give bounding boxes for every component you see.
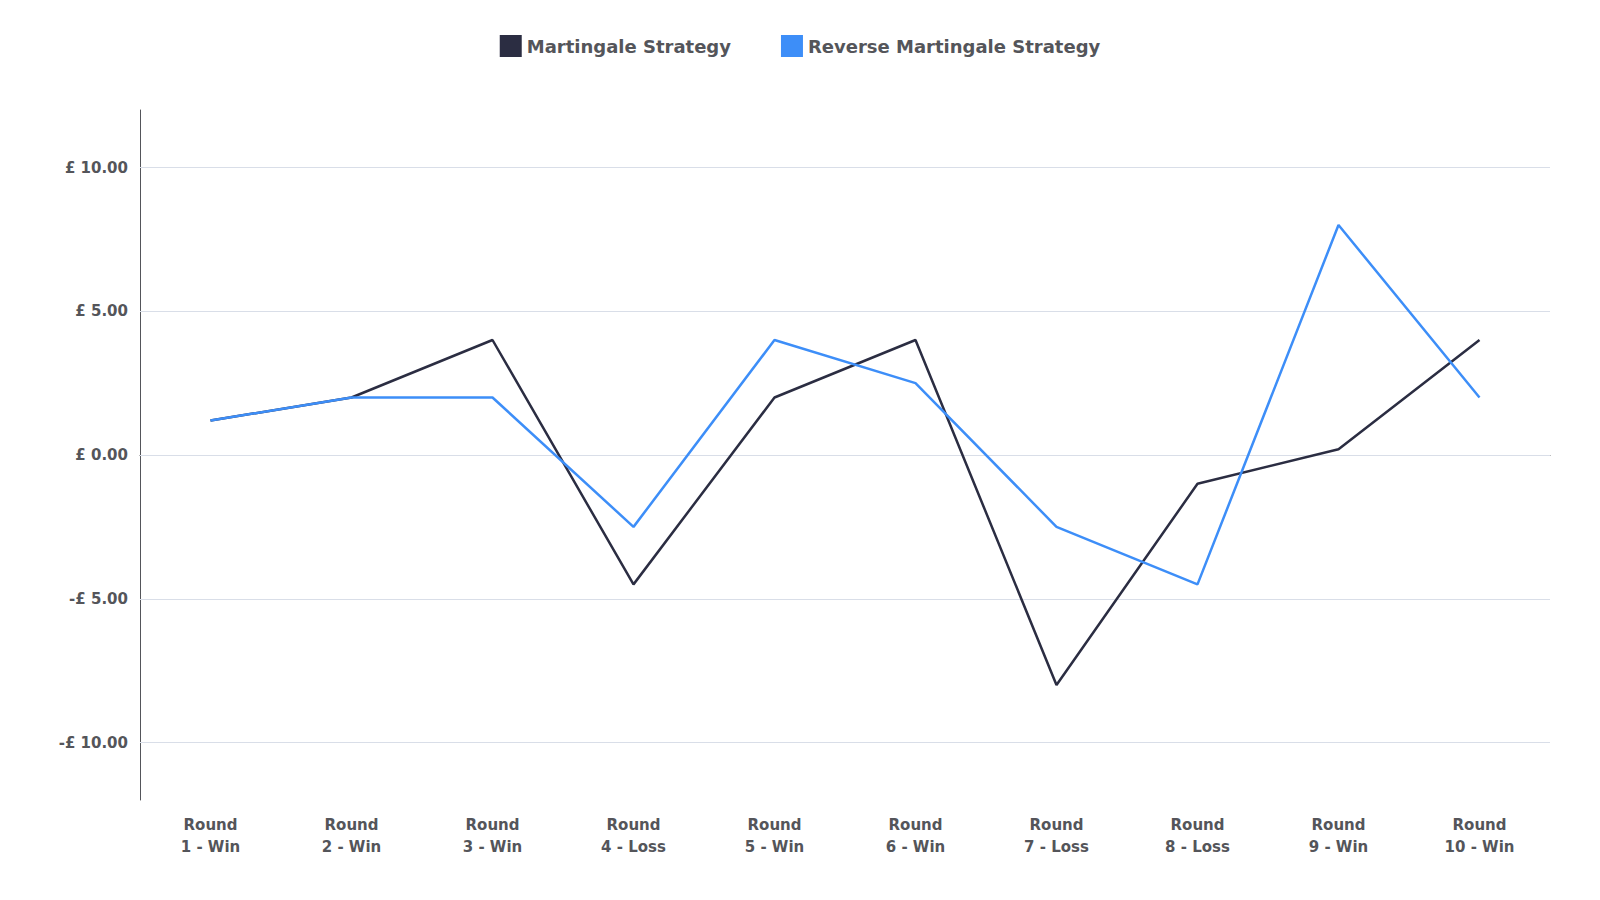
- svg-text:Round: Round: [466, 816, 520, 834]
- svg-text:Martingale Strategy: Martingale Strategy: [527, 36, 731, 57]
- svg-text:8 - Loss: 8 - Loss: [1165, 838, 1230, 856]
- svg-text:10 - Win: 10 - Win: [1445, 838, 1515, 856]
- svg-text:-£ 5.00: -£ 5.00: [69, 590, 128, 608]
- svg-text:Round: Round: [1312, 816, 1366, 834]
- svg-text:£ 10.00: £ 10.00: [65, 159, 128, 177]
- svg-text:2 - Win: 2 - Win: [322, 838, 381, 856]
- svg-text:-£ 10.00: -£ 10.00: [59, 734, 128, 752]
- svg-text:Reverse Martingale Strategy: Reverse Martingale Strategy: [808, 36, 1101, 57]
- svg-text:Round: Round: [325, 816, 379, 834]
- svg-text:9 - Win: 9 - Win: [1309, 838, 1368, 856]
- svg-text:Round: Round: [1171, 816, 1225, 834]
- svg-text:7 - Loss: 7 - Loss: [1024, 838, 1089, 856]
- svg-text:3 - Win: 3 - Win: [463, 838, 522, 856]
- svg-text:Round: Round: [889, 816, 943, 834]
- svg-text:Round: Round: [1453, 816, 1507, 834]
- svg-text:Round: Round: [1030, 816, 1084, 834]
- svg-text:Round: Round: [748, 816, 802, 834]
- svg-text:6 - Win: 6 - Win: [886, 838, 945, 856]
- svg-text:5 - Win: 5 - Win: [745, 838, 804, 856]
- svg-text:£ 5.00: £ 5.00: [75, 302, 128, 320]
- svg-text:£ 0.00: £ 0.00: [75, 446, 128, 464]
- svg-text:4 - Loss: 4 - Loss: [601, 838, 666, 856]
- svg-text:1 - Win: 1 - Win: [181, 838, 240, 856]
- svg-text:Round: Round: [607, 816, 661, 834]
- svg-text:Round: Round: [184, 816, 238, 834]
